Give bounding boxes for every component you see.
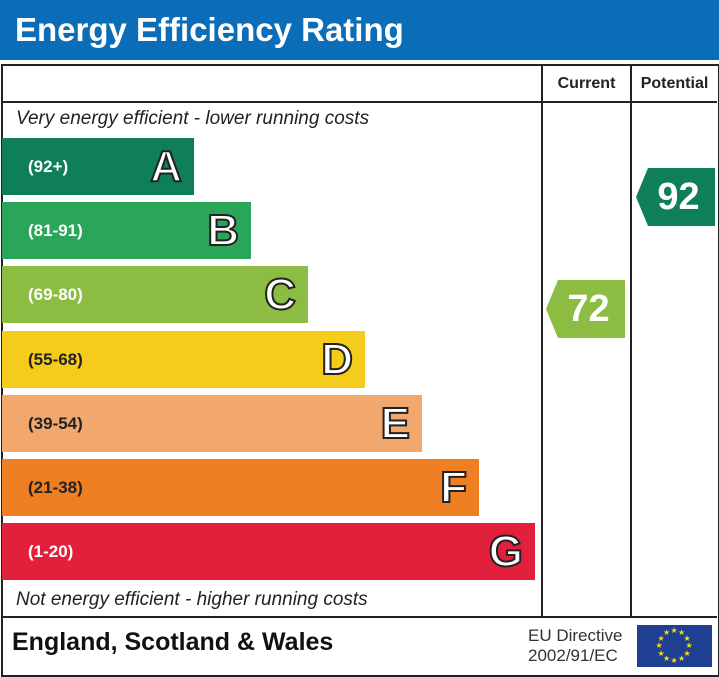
band-range: (92+) bbox=[28, 157, 69, 176]
eu-directive: EU Directive 2002/91/EC bbox=[528, 626, 622, 666]
band-range: (1-20) bbox=[28, 542, 74, 561]
star-icon: ★ bbox=[683, 648, 691, 658]
top-note: Very energy efficient - lower running co… bbox=[16, 108, 370, 129]
band-letter: G bbox=[488, 526, 524, 577]
directive-line1: EU Directive bbox=[528, 626, 623, 645]
band-e: (39-54) E bbox=[2, 395, 422, 452]
eu-flag-icon: ★ ★ ★ ★ ★ ★ ★ ★ ★ ★ ★ ★ bbox=[637, 625, 712, 667]
bottom-note: Not energy efficient - higher running co… bbox=[16, 589, 368, 610]
band-a: (92+) A bbox=[2, 138, 194, 195]
band-f: (21-38) F bbox=[2, 459, 479, 516]
divider bbox=[541, 66, 543, 617]
directive-line2: 2002/91/EC bbox=[528, 646, 618, 665]
band-range: (39-54) bbox=[28, 414, 83, 433]
star-icon: ★ bbox=[670, 626, 678, 635]
page-title: Energy Efficiency Rating bbox=[0, 0, 719, 60]
band-letter: F bbox=[439, 462, 468, 513]
band-letter: D bbox=[320, 334, 354, 385]
band-c: (69-80) C bbox=[2, 266, 308, 323]
band-d: (55-68) D bbox=[2, 331, 365, 388]
potential-column-header: Potential bbox=[640, 75, 709, 92]
band-letter: C bbox=[263, 269, 297, 320]
star-icon: ★ bbox=[663, 653, 671, 663]
star-icon: ★ bbox=[683, 633, 691, 643]
band-b: (81-91) B bbox=[2, 202, 251, 259]
star-icon: ★ bbox=[685, 641, 693, 650]
divider bbox=[630, 66, 632, 617]
star-icon: ★ bbox=[663, 628, 671, 637]
region-label: England, Scotland & Wales bbox=[12, 628, 334, 656]
star-icon: ★ bbox=[657, 633, 665, 643]
star-icon: ★ bbox=[655, 641, 663, 650]
divider bbox=[2, 616, 717, 618]
band-range: (69-80) bbox=[28, 285, 83, 304]
band-g: (1-20) G bbox=[2, 523, 535, 580]
band-letter: B bbox=[206, 205, 240, 256]
star-icon: ★ bbox=[678, 653, 686, 663]
band-range: (55-68) bbox=[28, 350, 83, 369]
star-icon: ★ bbox=[670, 656, 678, 665]
band-letter: E bbox=[380, 398, 411, 449]
star-icon: ★ bbox=[657, 648, 665, 658]
divider bbox=[2, 101, 717, 103]
band-range: (81-91) bbox=[28, 221, 83, 240]
current-rating-arrow: 72 bbox=[546, 280, 625, 338]
band-letter: A bbox=[149, 141, 183, 192]
potential-rating-arrow: 92 bbox=[636, 168, 715, 226]
band-range: (21-38) bbox=[28, 478, 83, 497]
current-column-header: Current bbox=[557, 75, 616, 92]
star-icon: ★ bbox=[678, 628, 686, 637]
